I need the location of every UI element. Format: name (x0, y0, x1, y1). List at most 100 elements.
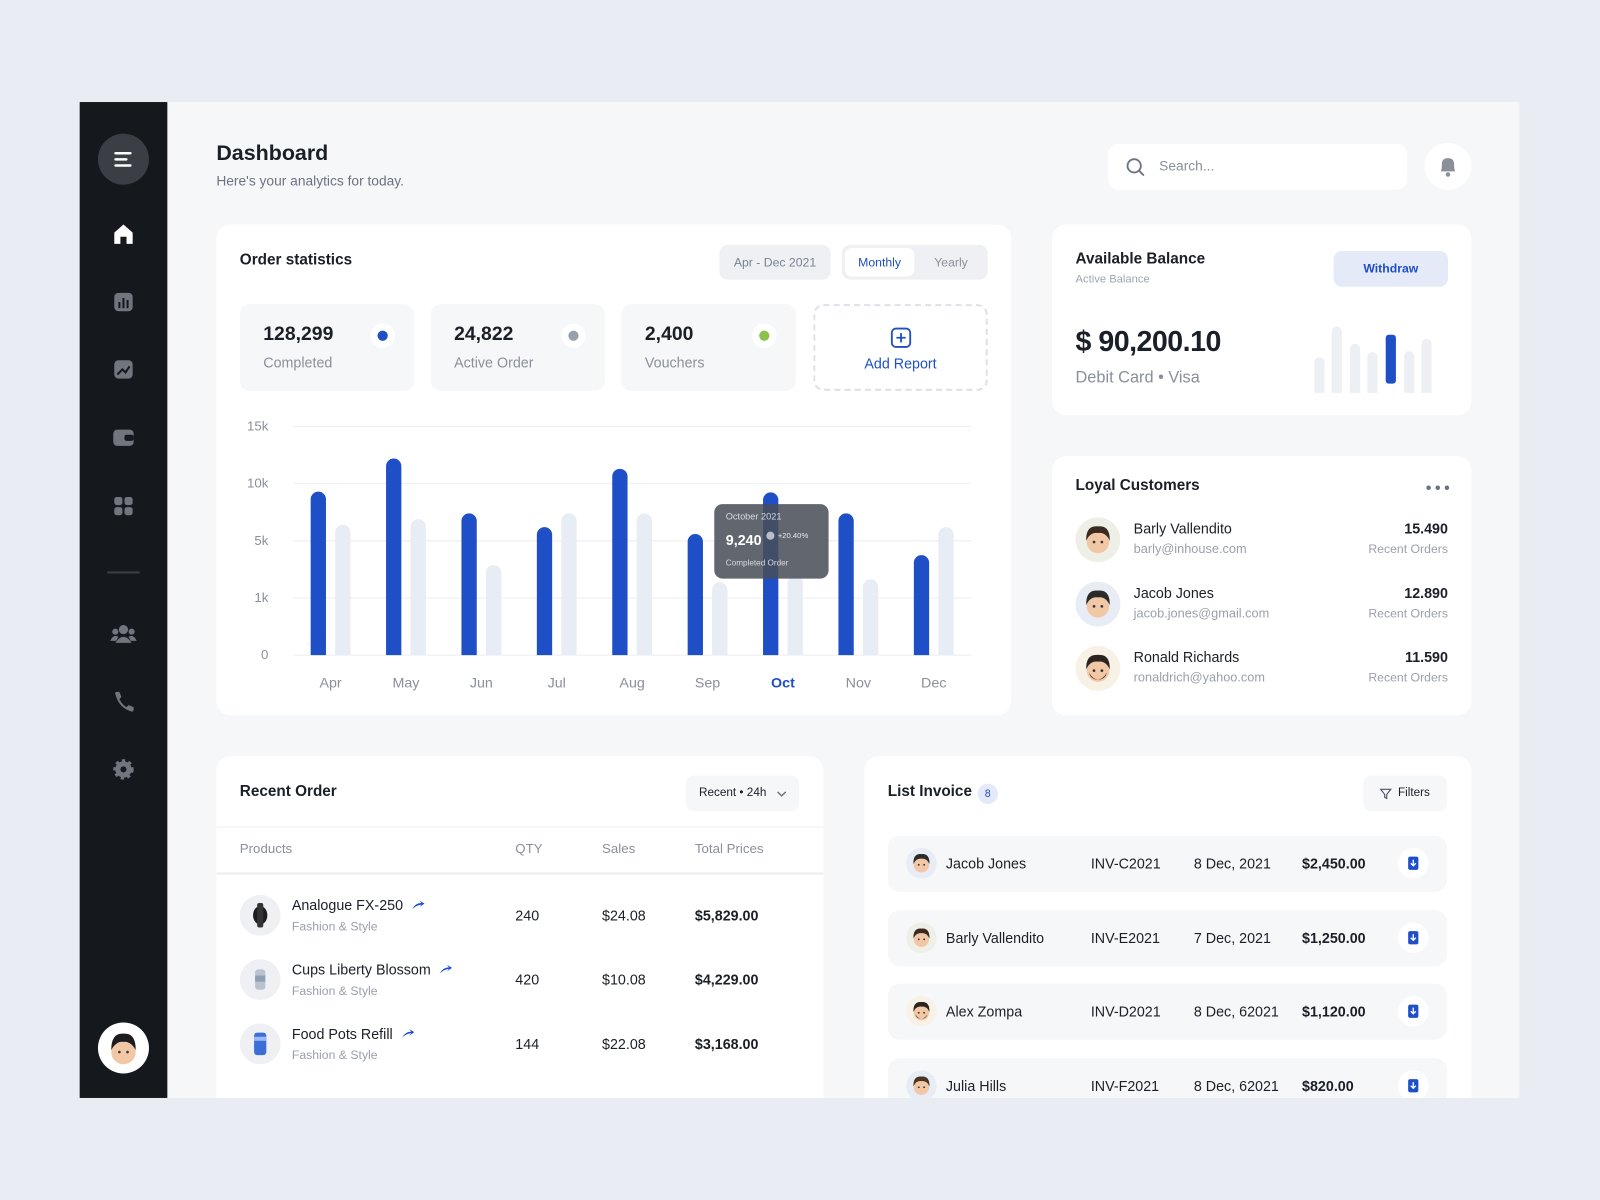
invoice-amount: $820.00 (1302, 1077, 1354, 1094)
download-button[interactable] (1397, 847, 1429, 879)
download-button[interactable] (1397, 1069, 1429, 1098)
invoice-row[interactable]: Julia Hills INV-F2021 8 Dec, 62021 $820.00 (887, 1057, 1447, 1098)
bell-icon (1440, 158, 1456, 177)
nav-phone[interactable] (114, 691, 134, 712)
button-label: Withdraw (1363, 261, 1419, 276)
invoice-amount: $1,120.00 (1302, 1003, 1366, 1020)
customer-name: Jacob Jones (1133, 584, 1214, 602)
avatar-eye (923, 1011, 926, 1014)
order-row[interactable]: Analogue FX-250 Fashion & Style 240 $24.08 $… (216, 894, 823, 940)
bar (838, 513, 854, 656)
trend-arrow-shape (439, 964, 453, 974)
invoice-date: 8 Dec, 62021 (1193, 1003, 1279, 1020)
app-window: Dashboard Here's your analytics for toda… (79, 102, 1520, 1098)
search-box[interactable]: Search... (1108, 143, 1408, 190)
avatar-eye (1100, 669, 1104, 672)
order-qty: 144 (515, 1035, 540, 1053)
invoice-name: Alex Zompa (945, 1003, 1023, 1020)
avatar (1075, 645, 1121, 691)
invoice-row[interactable]: Barly Vallendito INV-E2021 7 Dec, 2021 $1,2… (887, 909, 1447, 966)
download-button[interactable] (1397, 995, 1429, 1027)
page-subtitle: Here's your analytics for today. (216, 173, 404, 189)
invoice-row[interactable]: Alex Zompa INV-D2021 8 Dec, 62021 $1,120.00 (887, 983, 1447, 1040)
download-button[interactable] (1397, 921, 1429, 953)
add-report-label: Add Report (864, 355, 937, 372)
nav-apps[interactable] (114, 496, 133, 516)
tooltip-title: October 2021 (725, 510, 782, 521)
toggle-yearly[interactable]: Yearly (934, 255, 968, 270)
invoice-amount: $2,450.00 (1302, 855, 1366, 872)
stat-box: 128,299 Completed (239, 304, 415, 391)
add-report-button[interactable]: Add Report (813, 304, 988, 391)
order-total: $5,829.00 (694, 907, 759, 924)
recent-order-card: Recent Order Recent • 24h Products QTY Sal… (216, 756, 824, 1098)
card-title: Order statistics (239, 251, 353, 269)
nav-home[interactable] (114, 224, 133, 244)
avatar (906, 921, 937, 953)
order-sales: $10.08 (602, 971, 646, 988)
product-image (239, 959, 281, 1000)
balance-card: Available Balance Active Balance Withdra… (1052, 224, 1472, 416)
notification-button[interactable] (1424, 142, 1472, 190)
profile-avatar[interactable] (97, 1022, 149, 1074)
stat-icon-dot (568, 330, 579, 341)
bar (913, 555, 930, 656)
avatar-eye (923, 937, 926, 940)
bar (712, 582, 728, 656)
bar (561, 513, 577, 656)
product-image (239, 1023, 281, 1065)
nav-settings[interactable] (113, 759, 134, 780)
chart-tooltip: October 2021 9,240 +20.40% Completed Order (714, 503, 829, 579)
x-tick-label: Oct (771, 676, 795, 692)
y-tick-label: 10k (247, 476, 269, 491)
menu-button[interactable] (97, 133, 149, 185)
trend-arrow (412, 900, 425, 910)
invoice-row[interactable]: Jacob Jones INV-C2021 8 Dec, 2021 $2,450.00 (887, 835, 1447, 892)
order-row[interactable]: Food Pots Refill Fashion & Style 144 $22.08… (216, 1023, 823, 1068)
add-icon (890, 327, 912, 348)
date-range[interactable]: Apr - Dec 2021 (719, 244, 831, 280)
avatar-hair (1086, 654, 1110, 670)
nav-wallet[interactable] (113, 429, 134, 446)
x-tick-label: Sep (695, 676, 720, 692)
toggle-monthly[interactable]: Monthly (844, 247, 915, 277)
bar (461, 513, 477, 656)
more-button[interactable] (1426, 484, 1450, 492)
invoice-name: Barly Vallendito (945, 929, 1045, 946)
order-row[interactable]: Cups Liberty Blossom Fashion & Style 420 $1… (216, 959, 823, 1004)
sidebar (79, 102, 168, 1098)
customer-row[interactable]: Jacob Jones jacob.jones@gmail.com 12.890 Re… (1052, 577, 1471, 632)
nav-stats[interactable] (114, 292, 133, 312)
avatar (906, 1069, 937, 1098)
y-tick-label: 5k (254, 533, 268, 548)
bar (612, 468, 628, 656)
customer-orders: 15.490 (1404, 520, 1448, 537)
nav-analytics[interactable] (114, 360, 133, 379)
column-header: Sales (602, 840, 636, 857)
avatar-eye (1092, 669, 1096, 672)
avatar-face (913, 1079, 930, 1095)
customer-row[interactable]: Barly Vallendito barly@inhouse.com 15.490 R… (1052, 512, 1471, 567)
download-arrow (1410, 1007, 1417, 1015)
card-type: Debit Card • Visa (1075, 369, 1200, 387)
avatar-hair (913, 928, 930, 939)
order-sales: $24.08 (602, 907, 646, 924)
trend-arrow (401, 1029, 415, 1038)
stat-value: 2,400 (644, 323, 694, 345)
avatar-face (1086, 659, 1110, 682)
product-name: Analogue FX-250 (291, 896, 404, 914)
tooltip-change: +20.40% (777, 530, 809, 540)
product-category: Fashion & Style (291, 983, 378, 998)
withdraw-button[interactable]: Withdraw (1333, 251, 1448, 287)
customer-row[interactable]: Ronald Richards ronaldrich@yahoo.com 11.59… (1052, 641, 1471, 696)
order-total: $4,229.00 (694, 971, 759, 988)
avatar (1075, 581, 1121, 627)
card-title: Recent Order (239, 782, 337, 800)
filters-button[interactable]: Filters (1363, 775, 1447, 812)
nav-users[interactable] (110, 624, 137, 643)
recent-filter[interactable]: Recent • 24h (685, 775, 799, 812)
search-placeholder: Search... (1159, 158, 1215, 174)
avatar-eye (1092, 604, 1096, 608)
invoice-id: INV-D2021 (1090, 1003, 1161, 1020)
